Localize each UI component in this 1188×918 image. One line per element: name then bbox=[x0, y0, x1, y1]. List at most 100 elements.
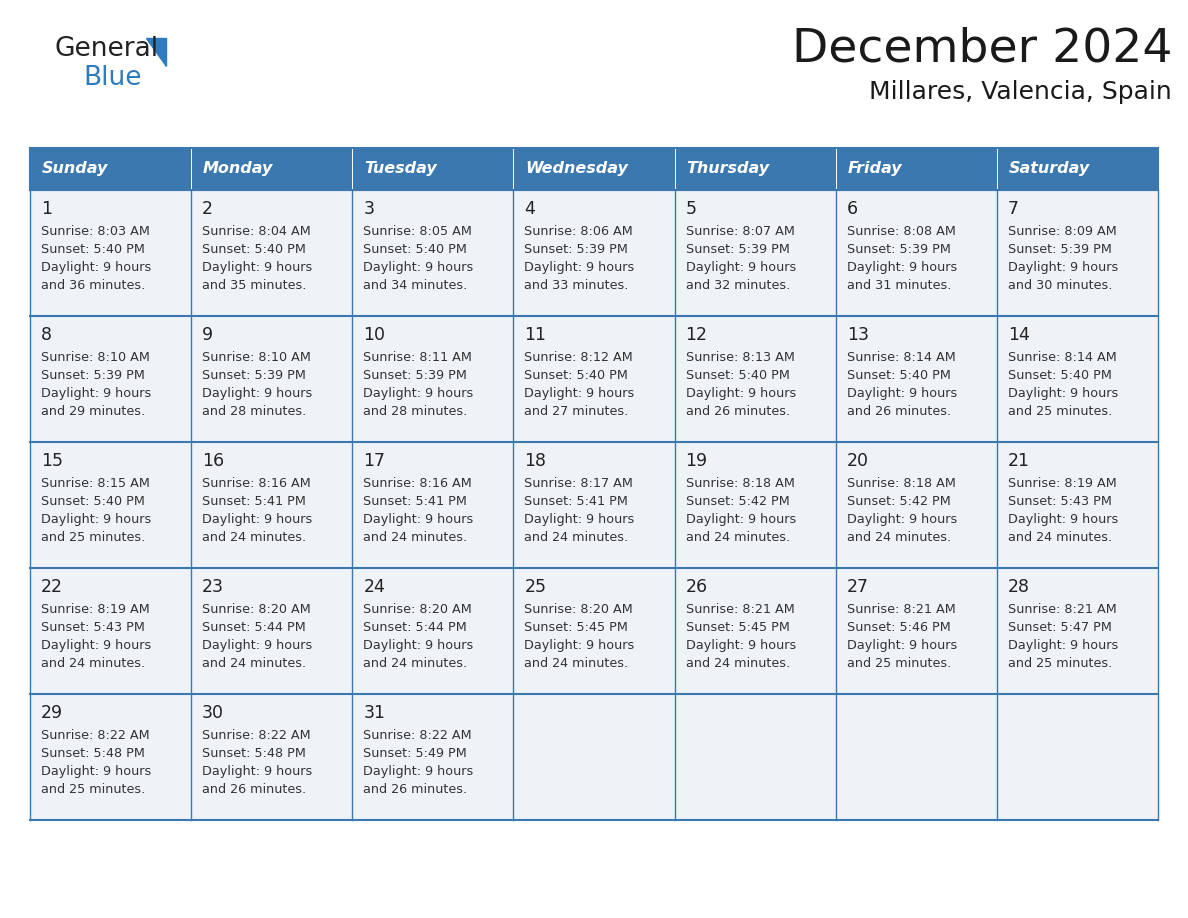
Text: Sunrise: 8:21 AM
Sunset: 5:45 PM
Daylight: 9 hours
and 24 minutes.: Sunrise: 8:21 AM Sunset: 5:45 PM Dayligh… bbox=[685, 603, 796, 670]
Bar bbox=[30, 190, 191, 316]
Bar bbox=[353, 568, 513, 694]
Bar bbox=[191, 442, 353, 568]
Bar bbox=[997, 694, 1158, 820]
Bar bbox=[675, 442, 835, 568]
Text: 10: 10 bbox=[364, 326, 385, 344]
Text: 24: 24 bbox=[364, 578, 385, 596]
Bar bbox=[353, 694, 513, 820]
Text: 26: 26 bbox=[685, 578, 708, 596]
Text: 25: 25 bbox=[524, 578, 546, 596]
Text: 11: 11 bbox=[524, 326, 546, 344]
Text: Sunrise: 8:03 AM
Sunset: 5:40 PM
Daylight: 9 hours
and 36 minutes.: Sunrise: 8:03 AM Sunset: 5:40 PM Dayligh… bbox=[42, 225, 151, 292]
Text: 16: 16 bbox=[202, 452, 225, 470]
Text: Sunrise: 8:08 AM
Sunset: 5:39 PM
Daylight: 9 hours
and 31 minutes.: Sunrise: 8:08 AM Sunset: 5:39 PM Dayligh… bbox=[847, 225, 958, 292]
Text: Sunrise: 8:14 AM
Sunset: 5:40 PM
Daylight: 9 hours
and 25 minutes.: Sunrise: 8:14 AM Sunset: 5:40 PM Dayligh… bbox=[1007, 351, 1118, 418]
Text: Sunrise: 8:22 AM
Sunset: 5:48 PM
Daylight: 9 hours
and 26 minutes.: Sunrise: 8:22 AM Sunset: 5:48 PM Dayligh… bbox=[202, 729, 312, 796]
Bar bbox=[191, 148, 353, 190]
Text: Blue: Blue bbox=[83, 65, 141, 91]
Text: Sunrise: 8:21 AM
Sunset: 5:47 PM
Daylight: 9 hours
and 25 minutes.: Sunrise: 8:21 AM Sunset: 5:47 PM Dayligh… bbox=[1007, 603, 1118, 670]
Bar bbox=[30, 694, 191, 820]
Text: 21: 21 bbox=[1007, 452, 1030, 470]
Text: Sunrise: 8:06 AM
Sunset: 5:39 PM
Daylight: 9 hours
and 33 minutes.: Sunrise: 8:06 AM Sunset: 5:39 PM Dayligh… bbox=[524, 225, 634, 292]
Bar bbox=[675, 190, 835, 316]
Bar bbox=[513, 316, 675, 442]
Bar bbox=[30, 316, 191, 442]
Text: Sunrise: 8:09 AM
Sunset: 5:39 PM
Daylight: 9 hours
and 30 minutes.: Sunrise: 8:09 AM Sunset: 5:39 PM Dayligh… bbox=[1007, 225, 1118, 292]
Text: 12: 12 bbox=[685, 326, 708, 344]
Text: Sunrise: 8:10 AM
Sunset: 5:39 PM
Daylight: 9 hours
and 29 minutes.: Sunrise: 8:10 AM Sunset: 5:39 PM Dayligh… bbox=[42, 351, 151, 418]
Text: 22: 22 bbox=[42, 578, 63, 596]
Text: Tuesday: Tuesday bbox=[365, 162, 437, 176]
Text: Monday: Monday bbox=[203, 162, 273, 176]
Text: 7: 7 bbox=[1007, 200, 1019, 218]
Text: Sunrise: 8:19 AM
Sunset: 5:43 PM
Daylight: 9 hours
and 24 minutes.: Sunrise: 8:19 AM Sunset: 5:43 PM Dayligh… bbox=[1007, 477, 1118, 544]
Bar bbox=[997, 190, 1158, 316]
Text: Sunrise: 8:14 AM
Sunset: 5:40 PM
Daylight: 9 hours
and 26 minutes.: Sunrise: 8:14 AM Sunset: 5:40 PM Dayligh… bbox=[847, 351, 958, 418]
Text: Friday: Friday bbox=[848, 162, 903, 176]
Text: Sunrise: 8:10 AM
Sunset: 5:39 PM
Daylight: 9 hours
and 28 minutes.: Sunrise: 8:10 AM Sunset: 5:39 PM Dayligh… bbox=[202, 351, 312, 418]
Text: Sunrise: 8:07 AM
Sunset: 5:39 PM
Daylight: 9 hours
and 32 minutes.: Sunrise: 8:07 AM Sunset: 5:39 PM Dayligh… bbox=[685, 225, 796, 292]
Bar bbox=[997, 148, 1158, 190]
Text: Sunrise: 8:20 AM
Sunset: 5:44 PM
Daylight: 9 hours
and 24 minutes.: Sunrise: 8:20 AM Sunset: 5:44 PM Dayligh… bbox=[202, 603, 312, 670]
Bar bbox=[353, 316, 513, 442]
Text: 23: 23 bbox=[202, 578, 225, 596]
Bar bbox=[835, 316, 997, 442]
Bar bbox=[835, 694, 997, 820]
Text: Sunrise: 8:12 AM
Sunset: 5:40 PM
Daylight: 9 hours
and 27 minutes.: Sunrise: 8:12 AM Sunset: 5:40 PM Dayligh… bbox=[524, 351, 634, 418]
Text: 19: 19 bbox=[685, 452, 708, 470]
Bar bbox=[675, 568, 835, 694]
Bar bbox=[675, 148, 835, 190]
Text: 20: 20 bbox=[847, 452, 868, 470]
Bar bbox=[513, 148, 675, 190]
Text: 5: 5 bbox=[685, 200, 696, 218]
Bar bbox=[997, 316, 1158, 442]
Bar bbox=[513, 190, 675, 316]
Polygon shape bbox=[145, 38, 166, 66]
Text: 14: 14 bbox=[1007, 326, 1030, 344]
Bar bbox=[835, 442, 997, 568]
Bar bbox=[835, 568, 997, 694]
Text: Sunrise: 8:22 AM
Sunset: 5:48 PM
Daylight: 9 hours
and 25 minutes.: Sunrise: 8:22 AM Sunset: 5:48 PM Dayligh… bbox=[42, 729, 151, 796]
Text: 9: 9 bbox=[202, 326, 214, 344]
Text: Thursday: Thursday bbox=[687, 162, 770, 176]
Text: 18: 18 bbox=[524, 452, 546, 470]
Bar bbox=[675, 316, 835, 442]
Bar bbox=[191, 190, 353, 316]
Text: Sunrise: 8:11 AM
Sunset: 5:39 PM
Daylight: 9 hours
and 28 minutes.: Sunrise: 8:11 AM Sunset: 5:39 PM Dayligh… bbox=[364, 351, 474, 418]
Bar bbox=[30, 148, 191, 190]
Bar bbox=[191, 316, 353, 442]
Text: Sunrise: 8:17 AM
Sunset: 5:41 PM
Daylight: 9 hours
and 24 minutes.: Sunrise: 8:17 AM Sunset: 5:41 PM Dayligh… bbox=[524, 477, 634, 544]
Bar bbox=[191, 694, 353, 820]
Bar bbox=[30, 442, 191, 568]
Text: 6: 6 bbox=[847, 200, 858, 218]
Bar bbox=[675, 694, 835, 820]
Bar bbox=[30, 568, 191, 694]
Bar bbox=[513, 442, 675, 568]
Text: Sunrise: 8:16 AM
Sunset: 5:41 PM
Daylight: 9 hours
and 24 minutes.: Sunrise: 8:16 AM Sunset: 5:41 PM Dayligh… bbox=[364, 477, 474, 544]
Text: General: General bbox=[55, 36, 159, 62]
Text: 31: 31 bbox=[364, 704, 385, 722]
Bar bbox=[353, 148, 513, 190]
Text: 3: 3 bbox=[364, 200, 374, 218]
Text: 1: 1 bbox=[42, 200, 52, 218]
Text: Sunrise: 8:22 AM
Sunset: 5:49 PM
Daylight: 9 hours
and 26 minutes.: Sunrise: 8:22 AM Sunset: 5:49 PM Dayligh… bbox=[364, 729, 474, 796]
Text: 17: 17 bbox=[364, 452, 385, 470]
Bar bbox=[835, 148, 997, 190]
Text: Sunrise: 8:05 AM
Sunset: 5:40 PM
Daylight: 9 hours
and 34 minutes.: Sunrise: 8:05 AM Sunset: 5:40 PM Dayligh… bbox=[364, 225, 474, 292]
Bar bbox=[513, 694, 675, 820]
Text: Wednesday: Wednesday bbox=[525, 162, 628, 176]
Bar bbox=[353, 190, 513, 316]
Text: Sunrise: 8:16 AM
Sunset: 5:41 PM
Daylight: 9 hours
and 24 minutes.: Sunrise: 8:16 AM Sunset: 5:41 PM Dayligh… bbox=[202, 477, 312, 544]
Text: 13: 13 bbox=[847, 326, 868, 344]
Text: 30: 30 bbox=[202, 704, 225, 722]
Bar bbox=[191, 568, 353, 694]
Bar bbox=[997, 568, 1158, 694]
Text: Sunrise: 8:21 AM
Sunset: 5:46 PM
Daylight: 9 hours
and 25 minutes.: Sunrise: 8:21 AM Sunset: 5:46 PM Dayligh… bbox=[847, 603, 958, 670]
Text: Sunrise: 8:20 AM
Sunset: 5:44 PM
Daylight: 9 hours
and 24 minutes.: Sunrise: 8:20 AM Sunset: 5:44 PM Dayligh… bbox=[364, 603, 474, 670]
Text: 29: 29 bbox=[42, 704, 63, 722]
Bar bbox=[997, 442, 1158, 568]
Text: Saturday: Saturday bbox=[1009, 162, 1091, 176]
Text: 2: 2 bbox=[202, 200, 213, 218]
Text: Sunrise: 8:19 AM
Sunset: 5:43 PM
Daylight: 9 hours
and 24 minutes.: Sunrise: 8:19 AM Sunset: 5:43 PM Dayligh… bbox=[42, 603, 151, 670]
Bar bbox=[30, 148, 1158, 190]
